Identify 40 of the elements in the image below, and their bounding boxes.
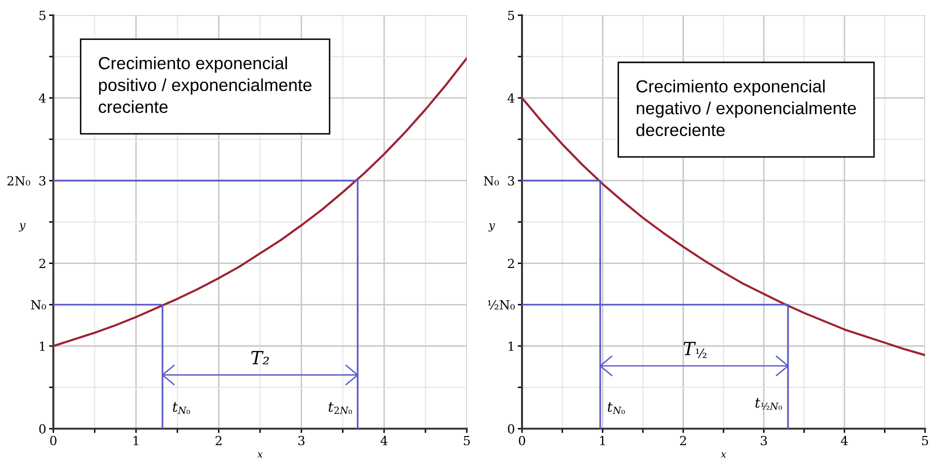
- annotation: t$_{½N₀}$: [755, 398, 782, 410]
- annotation: T$_{½}$: [684, 342, 706, 358]
- annotation: t$_{2N₀}$: [328, 402, 352, 414]
- annotation: t$_{N₀}$: [608, 402, 625, 414]
- x-tick-label: 5: [922, 436, 928, 446]
- x-tick-label: 0: [518, 436, 526, 446]
- y-tick-label: 2: [508, 258, 514, 268]
- x-tick-label: 2: [216, 436, 222, 446]
- line-series: [53, 57, 467, 348]
- y-tick-label: 1: [508, 341, 514, 351]
- y-axis-title: y: [18, 223, 26, 232]
- x-tick-label: 3: [760, 436, 767, 446]
- y-tick-label: N₀ 3: [484, 176, 514, 186]
- y-tick-label: 0: [508, 424, 514, 434]
- x-axis-title: x: [257, 452, 263, 458]
- x-axis-title: x: [720, 452, 726, 458]
- y-axis-title: y: [488, 223, 496, 232]
- x-tick-label: 4: [380, 436, 388, 446]
- y-tick-label: N₀: [31, 300, 46, 310]
- annotation: t$_{N₀}$: [172, 402, 190, 414]
- y-tick-label: 4: [38, 93, 46, 103]
- x-tick-label: 1: [600, 436, 605, 446]
- x-tick-label: 5: [464, 436, 470, 446]
- x-tick-label: 4: [840, 436, 848, 446]
- x-tick-label: 3: [298, 436, 304, 446]
- y-tick-label: 5: [508, 10, 514, 20]
- y-tick-label: 5: [39, 10, 46, 20]
- y-tick-label: 4: [508, 93, 514, 103]
- x-tick-label: 1: [134, 436, 138, 446]
- y-tick-label: 1: [40, 341, 45, 351]
- line-series: [522, 96, 926, 356]
- x-tick-label: 2: [680, 436, 686, 446]
- annotation: Crecimiento exponencial negativo / exponencialmente decreciente: [636, 80, 856, 136]
- y-tick-label: 2N₀ 3: [7, 176, 46, 186]
- annotation: Crecimiento exponencial positivo / exponencialmente creciente: [98, 56, 312, 114]
- annotation: T₂: [251, 351, 269, 364]
- y-tick-label: ½N₀: [488, 300, 515, 310]
- y-tick-label: 2: [39, 258, 46, 268]
- x-tick-label: 0: [50, 436, 56, 446]
- y-tick-label: 0: [39, 424, 46, 434]
